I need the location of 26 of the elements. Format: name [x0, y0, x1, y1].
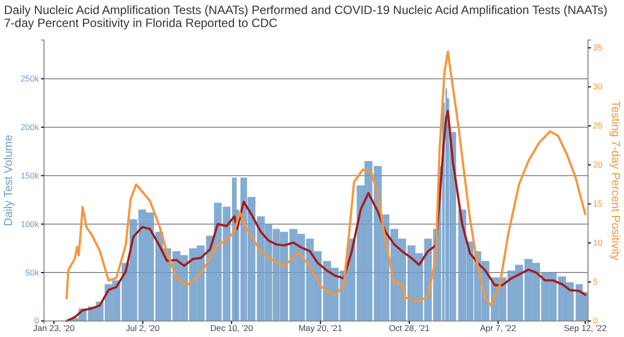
line-series	[66, 110, 586, 322]
x-tick-label: Dec 10, '20	[210, 323, 254, 334]
y2-axis-title: Testing 7-day Percent Positivity	[609, 100, 621, 261]
line-series	[66, 50, 586, 306]
x-tick-label: Jul 2, '20	[126, 323, 160, 334]
x-tick-label: Sep 12, '22	[564, 323, 607, 334]
x-tick-label: Jan 23, '20	[33, 323, 75, 334]
x-tick-label: Apr 7, '22	[480, 323, 516, 334]
y-tick-label: 50k	[25, 267, 40, 278]
y2-tick-label: 30	[593, 82, 603, 92]
y-tick-label: 200k	[20, 122, 40, 132]
x-tick-label: Oct 28, '21	[388, 323, 430, 334]
y-tick-label: 250k	[20, 73, 40, 84]
y-tick-label: 0	[34, 316, 40, 326]
y2-tick-label: 35	[593, 42, 603, 53]
y-axis-title: Daily Test Volume	[3, 134, 15, 226]
chart-title: Daily Nucleic Acid Amplification Tests (NAATs) Performed and COVID-19 Nucleic Acid Amplification Tests (NAATs) 7-day Percent Positivity in Florida Reported to CDC	[4, 3, 608, 30]
y-tick-label: 150k	[20, 170, 40, 180]
x-tick-label: May 20, '21	[298, 323, 343, 334]
y-tick-label: 100k	[20, 218, 40, 229]
y2-tick-label: 15	[593, 198, 603, 209]
y2-tick-label: 25	[593, 120, 603, 131]
y2-tick-label: 5	[593, 276, 598, 287]
y2-tick-label: 20	[593, 160, 603, 170]
y2-tick-label: 0	[593, 316, 598, 326]
y2-tick-label: 10	[593, 238, 603, 248]
